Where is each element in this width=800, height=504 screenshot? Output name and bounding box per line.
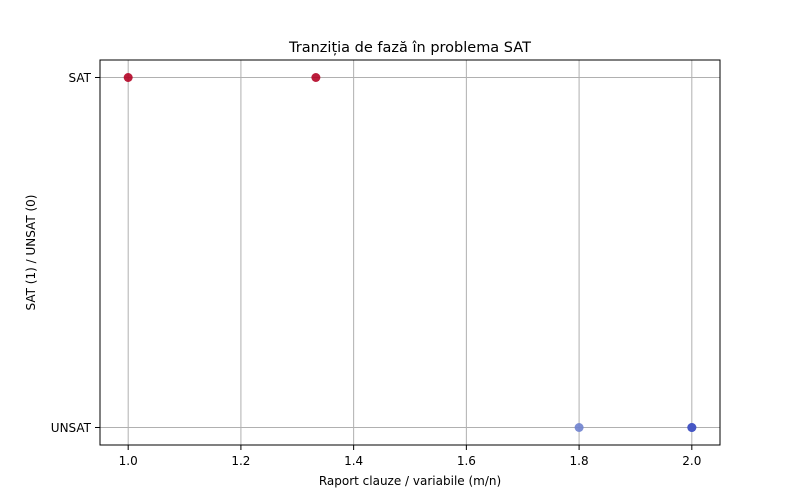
y-tick-label: SAT	[69, 71, 92, 85]
chart-title: Tranziția de fază în problema SAT	[288, 40, 531, 56]
x-tick-label: 1.8	[570, 454, 589, 468]
x-tick-label: 2.0	[682, 454, 701, 468]
x-tick-label: 1.4	[344, 454, 363, 468]
x-tick-label: 1.6	[457, 454, 476, 468]
axis-ticks: 1.0 1.2 1.4 1.6 1.8 2.0 UNSAT SAT	[51, 71, 702, 468]
grid-lines	[100, 60, 720, 445]
x-tick-label: 1.2	[231, 454, 250, 468]
y-axis-title: SAT (1) / UNSAT (0)	[24, 195, 38, 311]
data-points	[123, 73, 697, 432]
scatter-point	[574, 423, 584, 432]
y-tick-label: UNSAT	[51, 421, 92, 435]
scatter-point	[311, 73, 321, 82]
x-axis-title: Raport clauze / variabile (m/n)	[319, 474, 501, 488]
scatter-point	[123, 73, 133, 82]
plot-area-frame	[99, 59, 721, 446]
scatter-point	[687, 423, 697, 432]
x-tick-label: 1.0	[119, 454, 138, 468]
